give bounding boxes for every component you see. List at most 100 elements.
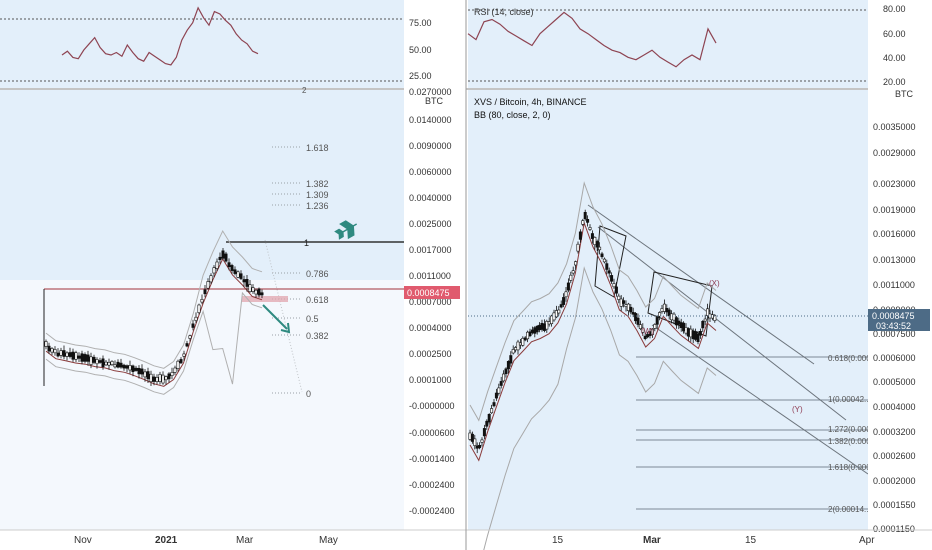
fib-label-0786: 0.786 [306,269,329,279]
candle-body [655,317,659,325]
left-axis-unit: BTC [425,96,444,106]
right-axis-label: 0.0003200 [873,427,916,437]
candle-body [475,445,479,449]
candle-body [47,345,51,352]
candle-body [650,328,654,335]
left-rsi-axis-25: 25.00 [409,71,432,81]
fib-label-0: 0 [306,389,311,399]
candle-body [53,349,57,354]
fib-trend-diagonal [264,239,303,393]
candle-body [98,360,102,363]
candle-body [128,364,132,371]
left-candles [44,248,264,386]
candle-body [530,329,534,334]
candle-body [550,315,554,324]
candle-body [535,325,539,333]
left-fib-cut-label: 2 [302,86,307,95]
left-price-background [0,90,404,280]
candle-body [257,288,261,296]
candle-body [674,317,678,326]
candle-body [557,309,561,314]
right-axis-label: 0.0005000 [873,377,916,387]
candle-body [62,350,66,357]
right-axis-label: 0.0007500 [873,329,916,339]
candle-body [658,312,662,317]
candle-body [179,359,183,364]
candle-body [224,253,228,262]
candle-body [50,348,54,353]
candle-body [155,376,159,382]
right-axis-label: 0.0016000 [873,229,916,239]
candle-body [468,432,472,440]
candle-body [104,361,108,366]
fib-label-0618: 0.618 [306,295,329,305]
right-rsi-header: RSI (14, close) [474,7,534,17]
candle-body [191,323,195,328]
candle-body [125,365,129,369]
candle-body [614,286,618,294]
candle-body [521,337,525,346]
candle-body [494,392,498,399]
candle-body [251,287,255,292]
left-axis-label: -0.0002400 [409,480,455,490]
candle-body [110,360,114,365]
candle-body [586,219,590,223]
left-axis-label: -0.0002400 [409,506,455,516]
right-axis-label: 0.0013000 [873,255,916,265]
left-time-axis[interactable]: Nov 2021 Mar May [0,529,466,546]
candle-body [176,360,180,369]
right-time-axis[interactable]: 15 Mar 15 Apr [466,529,932,546]
right-rsi-axis-80: 80.00 [883,4,906,14]
candle-body [667,309,671,317]
candle-body [564,291,568,298]
candle-body [612,283,616,288]
right-chart-title: XVS / Bitcoin, 4h, BINANCE [474,97,587,107]
candle-body [600,253,604,258]
candle-body [593,237,597,246]
fib-label-1618: 1.618 [306,143,329,153]
wave-label-x: (X) [709,279,720,288]
candle-body [116,361,120,368]
candle-body [146,371,150,380]
candle-body [595,241,599,248]
candle-body [227,262,231,268]
fib-ext-label-1382: 1.382(0.000 [828,437,871,446]
left-time-label-may: May [319,535,338,546]
right-price-axis[interactable]: 80.00 60.00 40.00 20.00 BTC 0.0035000 0.… [868,0,932,550]
right-time-label-15b: 15 [745,535,757,546]
candle-body [526,331,530,340]
candle-body [684,327,688,334]
left-price-axis[interactable]: 75.00 50.00 25.00 0.0270000 BTC 0.014000… [302,0,466,550]
left-axis-top-cut: 0.0270000 [409,87,452,97]
candle-body [569,274,573,281]
candle-body [547,321,551,325]
left-axis-background [404,0,466,550]
left-axis-label: 0.0002500 [409,349,452,359]
candle-body [576,243,580,252]
left-rsi-axis-50: 50.00 [409,45,432,55]
right-axis-label: 0.0001550 [873,500,916,510]
right-axis-label: 0.0002000 [873,476,916,486]
candle-body [682,322,686,332]
right-axis-background [868,0,932,550]
candle-body [665,307,669,313]
right-rsi-axis-60: 60.00 [883,29,906,39]
candle-body [221,250,225,259]
candle-body [92,356,96,363]
candle-body [56,352,60,357]
candle-body [209,275,213,283]
candle-body [206,281,210,289]
candle-body [68,352,72,357]
right-axis-label: 0.0001150 [873,524,915,534]
candle-body [44,341,48,347]
candle-body [131,365,135,372]
candle-body [478,444,482,449]
right-axis-label: 0.0011000 [873,280,915,290]
candle-body [158,373,162,382]
candle-body [122,364,126,369]
candle-body [540,322,544,330]
left-axis-label: 0.0090000 [409,141,452,151]
candle-body [200,298,204,303]
candle-body [242,279,246,283]
